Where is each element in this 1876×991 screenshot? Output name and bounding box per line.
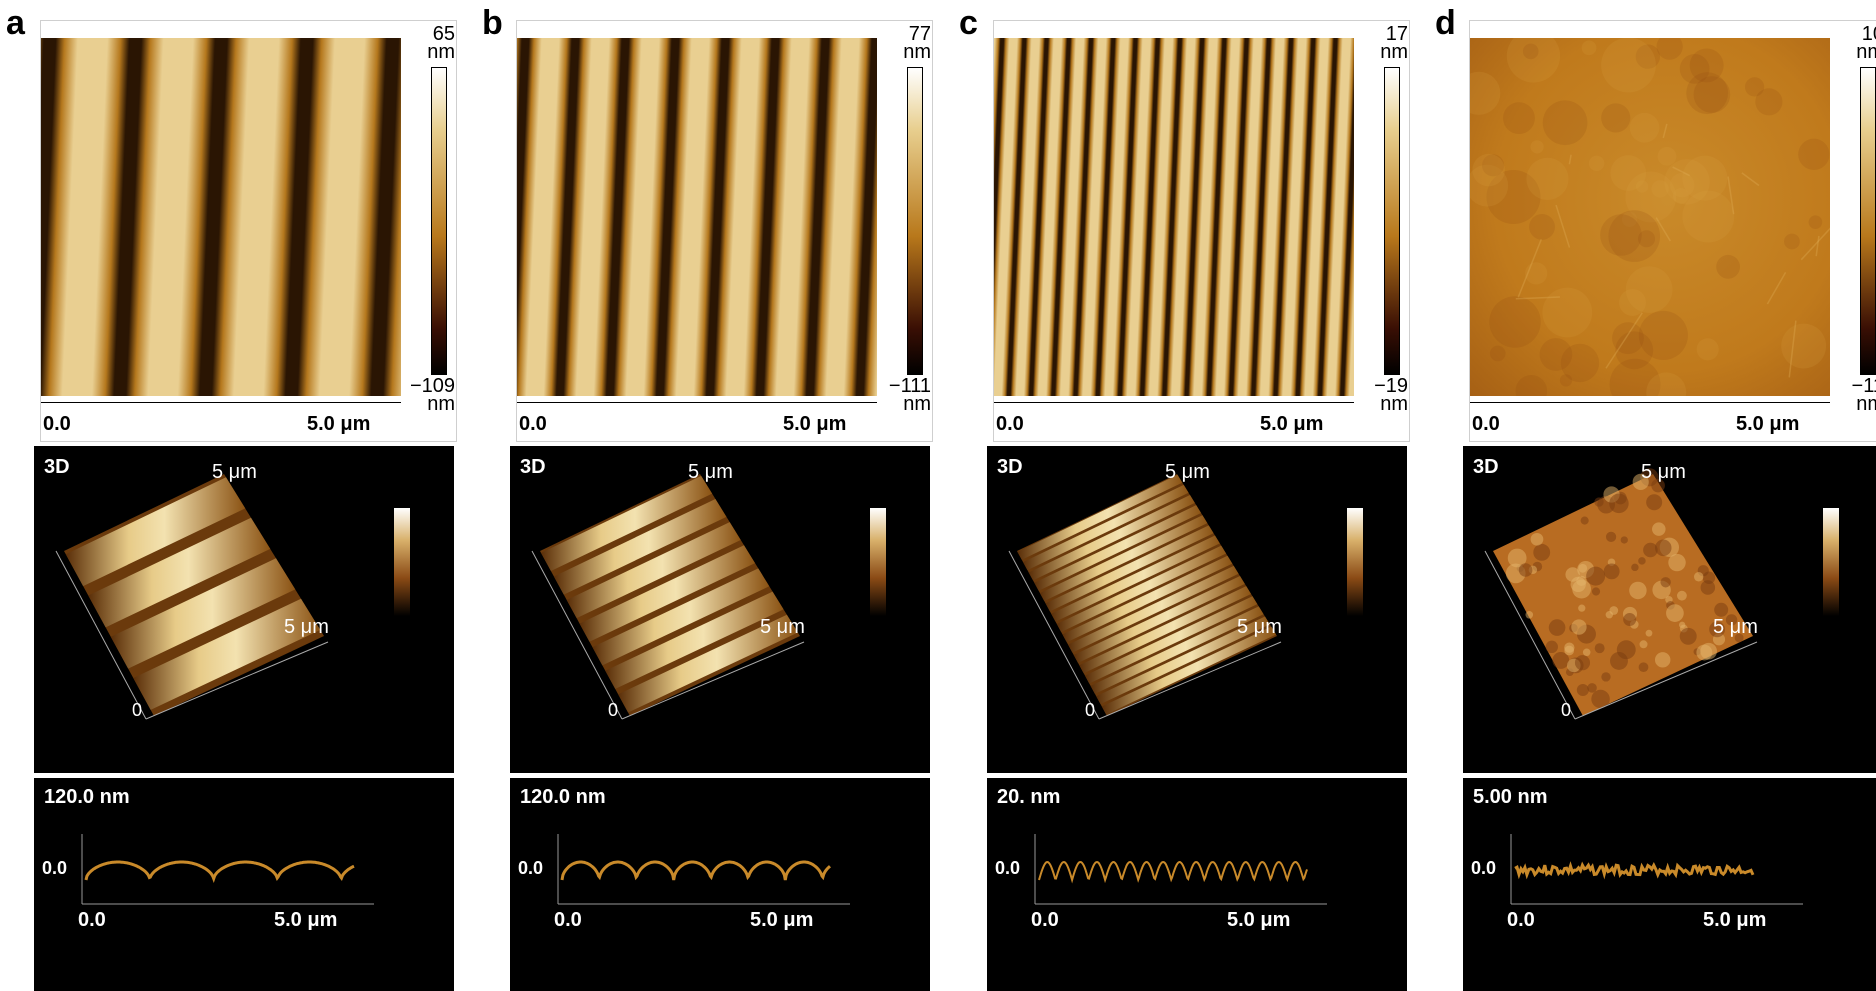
profile-plot: 0.0 0.0 5.0 μm (1463, 778, 1876, 989)
panel-a: a 65 nm −109 nm 0.0 5.0 μm 3D 5 μm 5 μm 0 12… (6, 0, 504, 991)
view-3d-render: 5 μm 5 μm 0 (34, 446, 454, 773)
view-3d: 3D 5 μm 5 μm 0 (987, 446, 1407, 773)
afm-height-map (41, 38, 401, 396)
scale-start: 0.0 (1472, 413, 1500, 435)
panel-label: b (482, 4, 503, 42)
profile-zero: 0.0 (42, 858, 67, 878)
panel-b: b 77 nm −111 nm 0.0 5.0 μm 3D 5 μm 5 μm 0 12… (482, 0, 980, 991)
afm-height-map (1470, 38, 1830, 396)
profile-height-label: 120.0 nm (520, 786, 606, 808)
scale-start: 0.0 (996, 413, 1024, 435)
profile-height-label: 20. nm (997, 786, 1061, 808)
axis-label-far: 5 μm (688, 461, 733, 483)
colorbar (907, 67, 923, 375)
scale-axis-line (1470, 402, 1830, 403)
colorbar-min: −111 nm (888, 375, 931, 415)
profile-plot: 0.0 0.0 5.0 μm (510, 778, 930, 989)
scale-end: 5.0 μm (783, 413, 847, 435)
profile-height-label: 5.00 nm (1473, 786, 1548, 808)
profile-x-start: 0.0 (554, 909, 582, 931)
colorbar (1860, 67, 1876, 375)
colorbar (431, 67, 447, 375)
scale-start: 0.0 (43, 413, 71, 435)
panel-label: d (1435, 4, 1456, 42)
profile-x-end: 5.0 μm (1703, 909, 1766, 931)
view-3d-label: 3D (997, 456, 1023, 478)
profile-zero: 0.0 (995, 858, 1020, 878)
view-3d-label: 3D (1473, 456, 1499, 478)
afm-topography-frame: 17 nm −19 nm 0.0 5.0 μm (993, 20, 1410, 442)
height-profile: 120.0 nm 0.0 0.0 5.0 μm (510, 776, 930, 991)
axis-label-right: 5 μm (284, 616, 329, 638)
axis-origin: 0 (1085, 700, 1095, 720)
panel-label: c (959, 4, 978, 42)
scale-end: 5.0 μm (1736, 413, 1800, 435)
colorbar-min: −109 nm (409, 375, 455, 415)
height-profile: 5.00 nm 0.0 0.0 5.0 μm (1463, 776, 1876, 991)
afm-height-map (517, 38, 877, 396)
axis-origin: 0 (1561, 700, 1571, 720)
axis-label-far: 5 μm (212, 461, 257, 483)
scale-end: 5.0 μm (1260, 413, 1324, 435)
axis-label-right: 5 μm (1237, 616, 1282, 638)
axis-origin: 0 (608, 700, 618, 720)
panel-c: c 17 nm −19 nm 0.0 5.0 μm 3D 5 μm 5 μm 0 20.… (959, 0, 1457, 991)
colorbar-min: −19 nm (1374, 375, 1408, 415)
height-profile: 20. nm 0.0 0.0 5.0 μm (987, 776, 1407, 991)
profile-trace (560, 860, 831, 881)
view-3d: 3D 5 μm 5 μm 0 (1463, 446, 1876, 773)
profile-height-label: 120.0 nm (44, 786, 130, 808)
profile-x-start: 0.0 (1031, 909, 1059, 931)
colorbar-max: 17 nm (1380, 23, 1408, 63)
profile-trace (84, 860, 355, 883)
panel-label: a (6, 4, 25, 42)
colorbar-max: 10nm (1856, 23, 1876, 63)
view-3d-label: 3D (44, 456, 70, 478)
axis-label-right: 5 μm (760, 616, 805, 638)
profile-x-start: 0.0 (78, 909, 106, 931)
profile-zero: 0.0 (518, 858, 543, 878)
afm-topography-frame: 65 nm −109 nm 0.0 5.0 μm (40, 20, 457, 442)
view-3d: 3D 5 μm 5 μm 0 (510, 446, 930, 773)
colorbar-max: 65 nm (427, 23, 455, 63)
profile-x-end: 5.0 μm (274, 909, 337, 931)
profile-plot: 0.0 0.0 5.0 μm (987, 778, 1407, 989)
view-3d-render: 5 μm 5 μm 0 (510, 446, 930, 773)
scale-start: 0.0 (519, 413, 547, 435)
profile-zero: 0.0 (1471, 858, 1496, 878)
view-3d-render: 5 μm 5 μm 0 (1463, 446, 1876, 773)
profile-x-start: 0.0 (1507, 909, 1535, 931)
scale-axis-line (517, 402, 877, 403)
profile-plot: 0.0 0.0 5.0 μm (34, 778, 454, 989)
colorbar-max: 77 nm (903, 23, 931, 63)
profile-trace (1038, 860, 1308, 884)
afm-height-map (994, 38, 1354, 396)
axis-label-far: 5 μm (1165, 461, 1210, 483)
axis-label-far: 5 μm (1641, 461, 1686, 483)
view-3d-label: 3D (520, 456, 546, 478)
height-profile: 120.0 nm 0.0 0.0 5.0 μm (34, 776, 454, 991)
scale-axis-line (41, 402, 401, 403)
profile-x-end: 5.0 μm (1227, 909, 1290, 931)
profile-x-end: 5.0 μm (750, 909, 813, 931)
view-3d: 3D 5 μm 5 μm 0 (34, 446, 454, 773)
axis-label-right: 5 μm (1713, 616, 1758, 638)
scale-end: 5.0 μm (307, 413, 371, 435)
colorbar (1384, 67, 1400, 375)
afm-topography-frame: 77 nm −111 nm 0.0 5.0 μm (516, 20, 933, 442)
axis-origin: 0 (132, 700, 142, 720)
profile-trace (1514, 861, 1755, 880)
view-3d-render: 5 μm 5 μm 0 (987, 446, 1407, 773)
scale-axis-line (994, 402, 1354, 403)
